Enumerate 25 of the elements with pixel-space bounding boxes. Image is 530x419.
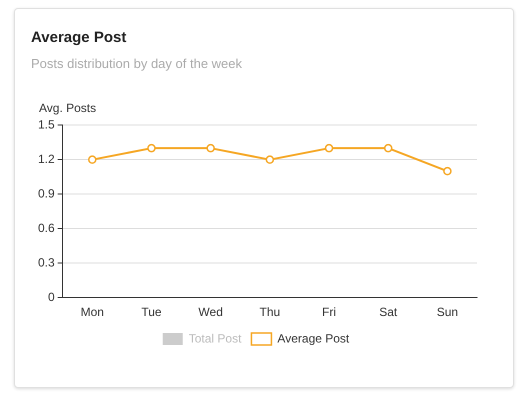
point (384, 144, 392, 152)
y-tick-label: 1.2 (38, 152, 55, 166)
y-axis-title: Avg. Posts (39, 101, 98, 115)
chart-title: Average Post (31, 29, 128, 46)
point (266, 155, 274, 164)
point (206, 144, 215, 152)
point (88, 155, 97, 164)
legend-label: Average Post (277, 331, 350, 346)
x-tick-label: Tue (141, 305, 162, 320)
y-tick-label: 0 (48, 290, 55, 304)
x-tick-label: Fri (322, 305, 336, 320)
x-tick-label: Wed (198, 305, 223, 320)
point (443, 166, 452, 176)
chart-subtitle: Posts distribution by day of the week (31, 56, 244, 71)
x-tick-label: Sun (436, 305, 458, 320)
y-tick-label: 0.3 (38, 255, 55, 270)
y-tick-label: 0.6 (38, 220, 55, 235)
x-tick-label: Sat (379, 305, 398, 320)
point (324, 144, 334, 152)
y-tick-label: 1.5 (38, 118, 55, 132)
point (147, 144, 156, 152)
y-tick-label: 0.9 (38, 186, 55, 200)
legend-label: Total Post (188, 331, 242, 346)
x-tick-label: Thu (259, 305, 280, 320)
x-tick-label: Mon (80, 305, 104, 320)
